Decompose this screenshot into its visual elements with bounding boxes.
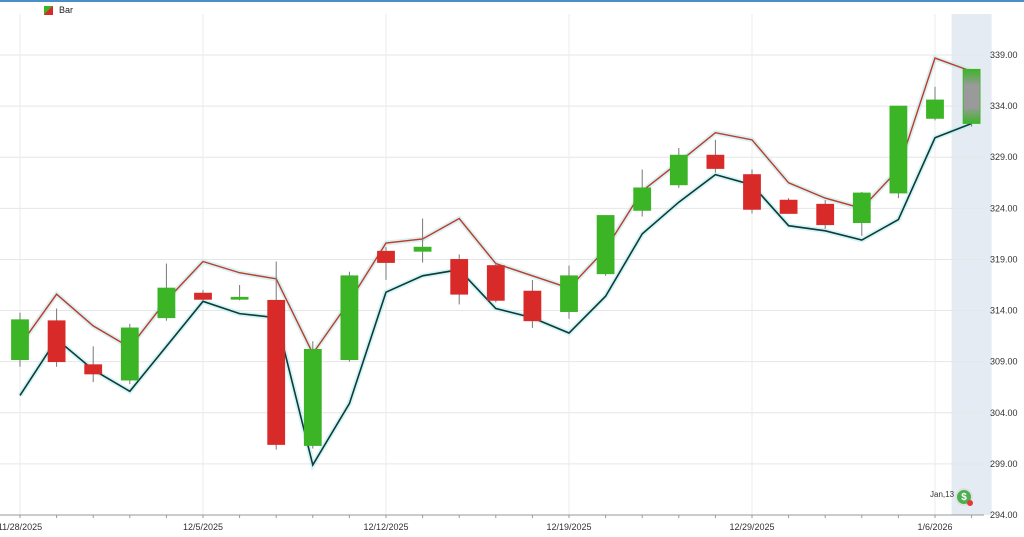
candle: [450, 254, 469, 305]
candle: [413, 218, 432, 263]
dollar-icon[interactable]: $: [955, 488, 973, 506]
candle-body: [377, 250, 395, 263]
y-tick-label: 334.00: [990, 101, 1018, 111]
candle-body: [962, 68, 981, 124]
candle-body: [633, 187, 652, 211]
candle-body: [816, 203, 835, 226]
candle-body: [523, 290, 542, 322]
candle-body: [852, 192, 871, 224]
candle-body: [669, 154, 688, 186]
candle-body: [926, 99, 944, 119]
candle: [633, 169, 652, 217]
x-tick-label: 12/19/2025: [546, 522, 591, 532]
candle: [706, 139, 725, 173]
candle: [120, 323, 139, 385]
candle: [889, 105, 908, 199]
candle: [779, 198, 798, 214]
y-tick-label: 314.00: [990, 306, 1018, 316]
candle-body: [889, 105, 908, 194]
legend[interactable]: Bar: [44, 4, 73, 16]
candle-body: [596, 215, 615, 275]
candle-body: [706, 154, 725, 169]
y-tick-label: 299.00: [990, 459, 1018, 469]
candle: [962, 68, 981, 127]
candle-body: [560, 275, 578, 312]
y-tick-label: 324.00: [990, 203, 1018, 213]
y-tick-label: 304.00: [990, 408, 1018, 418]
candle-body: [450, 259, 469, 295]
candle: [194, 290, 212, 301]
y-tick-label: 329.00: [990, 152, 1018, 162]
candle: [560, 265, 578, 319]
candle: [267, 261, 286, 450]
candle-body: [413, 246, 432, 252]
y-tick-label: 309.00: [990, 357, 1018, 367]
current-date-badge: Jan,13: [930, 490, 955, 499]
legend-swatch-icon: [44, 5, 53, 15]
candle: [926, 86, 944, 121]
candle: [157, 263, 176, 321]
legend-label: Bar: [59, 5, 74, 15]
candle: [852, 191, 871, 236]
x-tick-label: 12/5/2025: [183, 522, 223, 532]
candle-body: [303, 348, 322, 446]
candle: [377, 247, 395, 280]
candle: [47, 308, 66, 367]
candle-body: [120, 327, 139, 381]
candle-body: [194, 292, 212, 300]
candle-body: [47, 320, 66, 363]
candle: [743, 169, 761, 214]
candle: [669, 148, 688, 188]
candle-body: [340, 275, 359, 361]
top-rule: [0, 0, 1024, 2]
candle: [303, 341, 322, 449]
candle: [596, 215, 615, 276]
x-tick-label: 12/12/2025: [363, 522, 408, 532]
candle: [11, 312, 29, 367]
candle: [340, 271, 359, 362]
candle: [486, 262, 505, 303]
candle: [230, 285, 249, 301]
candle-body: [267, 299, 286, 445]
x-tick-label: 12/29/2025: [729, 522, 774, 532]
candle-body: [743, 174, 761, 210]
candle-body: [84, 364, 103, 375]
candle: [84, 346, 103, 383]
x-tick-label: 11/28/2025: [0, 522, 42, 532]
candle-body: [11, 319, 29, 361]
y-tick-label: 339.00: [990, 50, 1018, 60]
candle: [816, 200, 835, 229]
candle-body: [486, 265, 505, 301]
y-tick-label: 294.00: [990, 510, 1018, 520]
x-tick-label: 1/6/2026: [917, 522, 952, 532]
candle-body: [157, 287, 176, 319]
candle-body: [230, 296, 249, 300]
lower-band-line: [19, 122, 972, 467]
candle: [523, 279, 542, 328]
candle-body: [779, 199, 798, 214]
y-tick-label: 319.00: [990, 254, 1018, 264]
